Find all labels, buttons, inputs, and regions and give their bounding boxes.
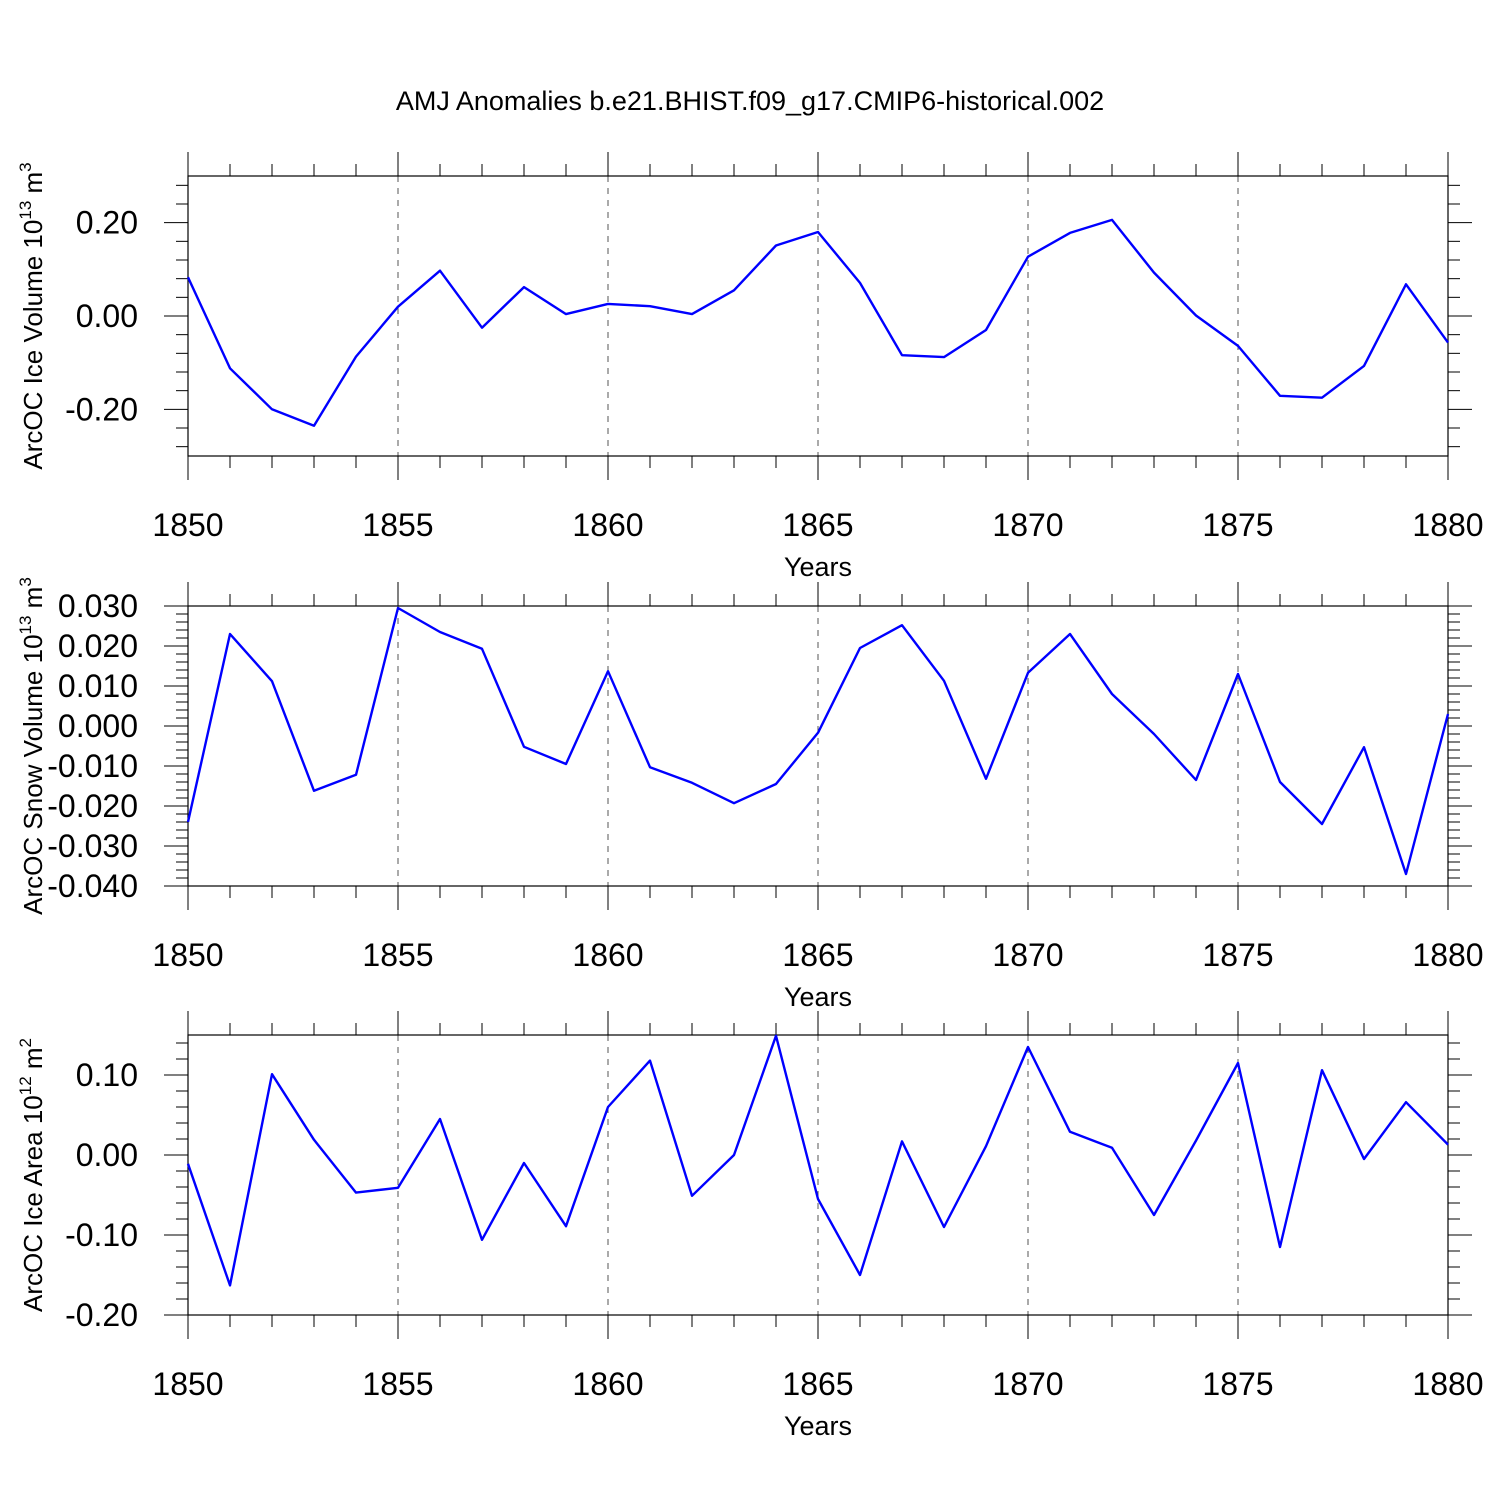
x-tick-label: 1875 [1202,937,1273,973]
y-axis-label-text: ArcOC Ice Area 10 [18,1095,48,1312]
x-tick-label: 1855 [362,937,433,973]
y-axis-label-text: m [18,172,48,201]
x-tick-label: 1855 [362,507,433,543]
y-axis-label: ArcOC Ice Volume 1013 m3 [16,162,48,469]
x-axis-label: Years [784,552,852,582]
y-tick-label: 0.020 [58,628,138,664]
y-tick-label: -0.020 [47,788,138,824]
x-tick-label: 1850 [152,937,223,973]
x-axis-label: Years [784,982,852,1012]
x-tick-label: 1865 [782,1366,853,1402]
x-tick-label: 1860 [572,1366,643,1402]
y-tick-label: -0.10 [65,1217,138,1253]
chart-panel-1: 1850 1855 1860 1865 1870 1875 1880 Years -0.20 0.… [16,152,1484,582]
y-axis-label: ArcOC Snow Volume 1013 m3 [16,577,48,915]
x-tick-label: 1850 [152,507,223,543]
series-line [186,218,1449,427]
y-axis-label-text: ArcOC Ice Volume 10 [18,220,48,470]
y-axis-label-superscript: 13 [16,616,35,635]
y-tick-label: 0.00 [76,298,138,334]
y-axis-label-superscript: 12 [16,1076,35,1095]
x-tick-label: 1870 [992,507,1063,543]
series-line [186,1034,1449,1287]
x-tick-label: 1880 [1412,507,1483,543]
y-tick-label: 0.000 [58,708,138,744]
x-axis-label: Years [784,1411,852,1441]
y-axis-label-superscript: 13 [16,201,35,220]
figure-title: AMJ Anomalies b.e21.BHIST.f09_g17.CMIP6-… [396,86,1104,116]
y-axis-label-superscript: 3 [16,577,35,586]
y-tick-label: -0.040 [47,868,138,904]
y-axis-label-text: ArcOC Snow Volume 10 [18,634,48,914]
x-tick-label: 1865 [782,507,853,543]
chart-panel-3: 1850 1855 1860 1865 1870 1875 1880 Years -0.20 -0… [16,1011,1484,1441]
y-tick-label: 0.030 [58,588,138,624]
x-tick-label: 1855 [362,1366,433,1402]
x-tick-label: 1870 [992,1366,1063,1402]
y-axis-label-superscript: 3 [16,162,35,171]
y-tick-label: 0.00 [76,1137,138,1173]
y-axis-label: ArcOC Ice Area 1012 m2 [16,1038,48,1312]
x-tick-label: 1870 [992,937,1063,973]
y-tick-label: -0.010 [47,748,138,784]
series-line [186,606,1450,876]
chart-panel-2: 1850 1855 1860 1865 1870 1875 1880 Years -0.040 -… [16,577,1484,1012]
y-tick-label: -0.20 [65,1297,138,1333]
x-tick-label: 1850 [152,1366,223,1402]
y-axis-label-text: m [18,587,48,616]
x-tick-label: 1875 [1202,507,1273,543]
y-axis-label-text: m [18,1047,48,1076]
x-tick-label: 1865 [782,937,853,973]
y-tick-label: 0.010 [58,668,138,704]
y-tick-label: 0.20 [76,205,138,241]
y-tick-label: -0.030 [47,828,138,864]
y-axis-label-superscript: 2 [16,1038,35,1047]
x-tick-label: 1875 [1202,1366,1273,1402]
x-tick-label: 1860 [572,937,643,973]
y-tick-label: -0.20 [65,391,138,427]
x-tick-label: 1880 [1412,937,1483,973]
x-tick-label: 1860 [572,507,643,543]
x-tick-label: 1880 [1412,1366,1483,1402]
y-tick-label: 0.10 [76,1057,138,1093]
